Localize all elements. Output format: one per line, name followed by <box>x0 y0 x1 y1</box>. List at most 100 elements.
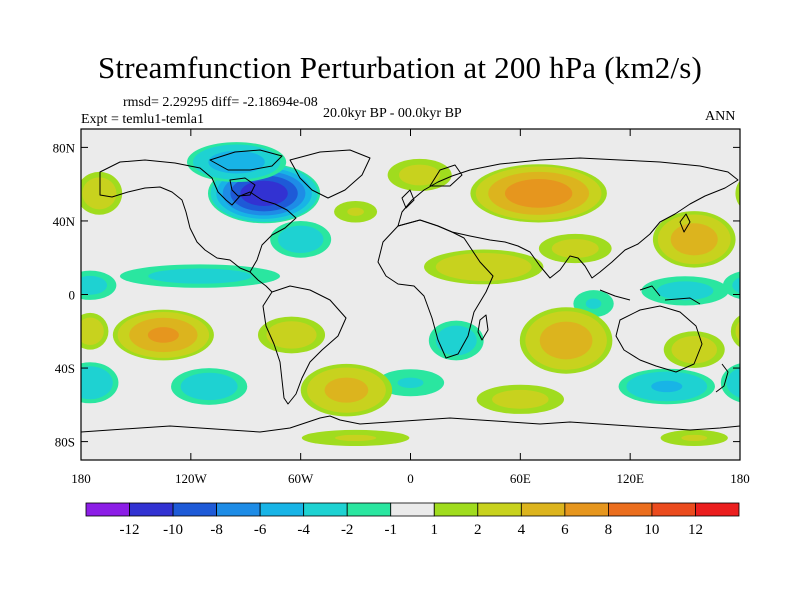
colorbar-swatch <box>695 502 740 517</box>
experiment-label: Expt = temlu1-temla1 <box>81 112 204 127</box>
anomaly-12-level <box>0 281 54 300</box>
anomaly-7-level <box>347 207 364 216</box>
anomaly-12-level <box>0 276 70 305</box>
colorbar-swatch <box>129 502 174 517</box>
coast-indonesia <box>599 285 701 305</box>
anomaly-24-level <box>324 377 369 403</box>
x-tick-label: 120W <box>175 471 208 486</box>
colorbar-label: -1 <box>384 522 397 538</box>
anomaly-23-level <box>0 372 48 402</box>
colorbar-label: -12 <box>120 522 140 538</box>
colorbar-swatch <box>172 502 217 517</box>
colorbar-swatch <box>303 502 348 517</box>
y-tick-label: 80N <box>53 140 76 155</box>
stats-label: rmsd= 2.29295 diff= -2.18694e-08 <box>123 95 318 110</box>
anomaly-9-level <box>551 239 599 258</box>
anomaly-18-level <box>539 321 593 360</box>
x-tick-label: 0 <box>407 471 414 486</box>
season-label: ANN <box>705 109 736 124</box>
coast-hudson-bay <box>229 177 256 197</box>
anomaly-14-level <box>772 310 800 361</box>
coast-new-zealand <box>715 363 729 393</box>
chart-title: Streamfunction Perturbation at 200 hPa (… <box>97 50 703 85</box>
x-tick-label: 60E <box>510 471 531 486</box>
coast-antarctica <box>81 415 740 433</box>
colorbar-label: 8 <box>605 522 613 538</box>
colorbar-label: 4 <box>518 522 526 538</box>
colorbar-swatch <box>85 502 130 517</box>
coast-madagascar <box>477 314 489 341</box>
colorbar-swatch <box>346 502 392 517</box>
anomaly-26-level <box>334 434 377 442</box>
anomaly-25-level <box>492 389 549 409</box>
anomaly-20-level <box>726 367 740 398</box>
anomaly-11-level <box>732 277 740 294</box>
colorbar-label: -8 <box>210 522 223 538</box>
anomaly-23-level <box>651 380 683 393</box>
coast-north-america <box>99 159 297 273</box>
colorbar: -12 -10 -8 -6 -4 -2 -1 1 2 4 6 8 10 12 <box>85 502 740 538</box>
anomaly-16-level <box>730 315 740 348</box>
coast-south-america <box>262 285 347 405</box>
colorbar-swatch <box>608 502 653 517</box>
anomaly-12-level <box>656 281 714 301</box>
colorbar-swatch <box>216 502 261 517</box>
colorbar-label: 6 <box>561 522 569 538</box>
anomaly-27-level <box>681 434 708 442</box>
anomaly-23-level <box>0 381 23 392</box>
anomaly-21-level <box>180 372 238 401</box>
colorbar-swatch <box>477 502 522 517</box>
x-tick-label: 180 <box>730 471 750 486</box>
anomaly-14-level <box>147 327 179 343</box>
colorbar-label: -4 <box>297 522 310 538</box>
colorbar-label: 2 <box>474 522 482 538</box>
coastlines <box>81 149 740 433</box>
y-tick-label: 0 <box>69 288 76 303</box>
anomaly-20-level <box>81 366 113 400</box>
y-tick-label: 40N <box>53 214 76 229</box>
coast-australia <box>615 305 703 373</box>
anomaly-14-level <box>777 312 800 358</box>
anomaly-8-level <box>435 252 532 281</box>
anomaly-2-level <box>277 225 324 254</box>
anomaly-13-level <box>585 298 602 309</box>
y-tick-label: 80S <box>55 435 75 450</box>
colorbar-swatch <box>390 502 435 517</box>
anomaly-5-level <box>735 180 740 207</box>
anomaly-19-level <box>12 336 58 363</box>
anomaly-3-level <box>504 178 573 208</box>
anomaly-16-level <box>81 317 104 345</box>
coast-central-america <box>249 271 273 293</box>
colorbar-label: -6 <box>254 522 267 538</box>
anomaly-10-level <box>779 264 800 287</box>
anomaly-22-level <box>397 377 424 388</box>
anomaly-17-level <box>435 325 477 356</box>
colorbar-label: 1 <box>431 522 439 538</box>
x-tick-label: 120E <box>616 471 644 486</box>
anomaly-5-level <box>82 177 117 210</box>
contour-field <box>0 129 800 460</box>
coast-greenland <box>289 149 371 199</box>
anomaly-15-level <box>266 321 317 349</box>
anomaly-5-level <box>741 177 775 209</box>
anomaly-6-level <box>670 223 718 256</box>
coast-arctic-islands <box>209 149 283 171</box>
colorbar-swatch <box>433 502 479 517</box>
anomaly-14-level <box>788 318 800 352</box>
colorbar-label: 10 <box>644 522 659 538</box>
anomaly-19-level <box>671 335 718 364</box>
colorbar-swatch <box>651 502 696 517</box>
colorbar-label: -10 <box>163 522 183 538</box>
coast-japan <box>679 213 691 233</box>
x-tick-label: 180 <box>71 471 91 486</box>
colorbar-label: 12 <box>688 522 703 538</box>
anomaly-27-level <box>22 435 48 441</box>
colorbar-swatch <box>564 502 609 517</box>
coast-scandinavia <box>429 164 463 187</box>
coast-eurasia <box>397 157 739 279</box>
axis-ticks: 180 120W 60W 0 60E 120E 180 80N 40N 0 40S 80S <box>53 129 750 486</box>
colorbar-swatch <box>259 502 305 517</box>
anomaly-16-level <box>735 321 740 342</box>
period-label: 20.0kyr BP - 00.0kyr BP <box>323 106 462 121</box>
